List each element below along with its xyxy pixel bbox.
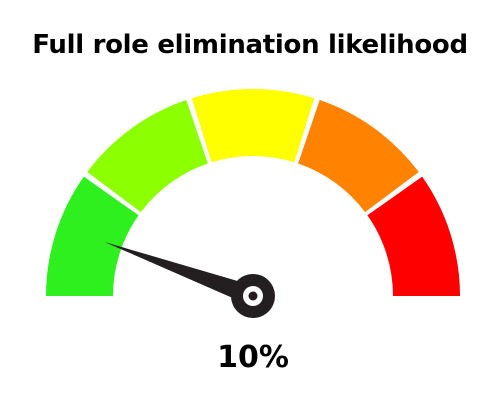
gauge-value: 10% xyxy=(217,340,289,375)
segment-very-high xyxy=(367,176,460,296)
needle-hub-dot xyxy=(248,291,258,301)
gauge-title: Full role elimination likelihood xyxy=(32,30,468,60)
segment-low xyxy=(87,100,208,213)
gauge-needle xyxy=(104,241,275,318)
segment-medium xyxy=(191,89,315,163)
gauge-segments xyxy=(46,89,460,296)
needle-pointer xyxy=(104,241,257,306)
segment-very-low xyxy=(46,176,139,296)
segment-high xyxy=(298,100,419,213)
